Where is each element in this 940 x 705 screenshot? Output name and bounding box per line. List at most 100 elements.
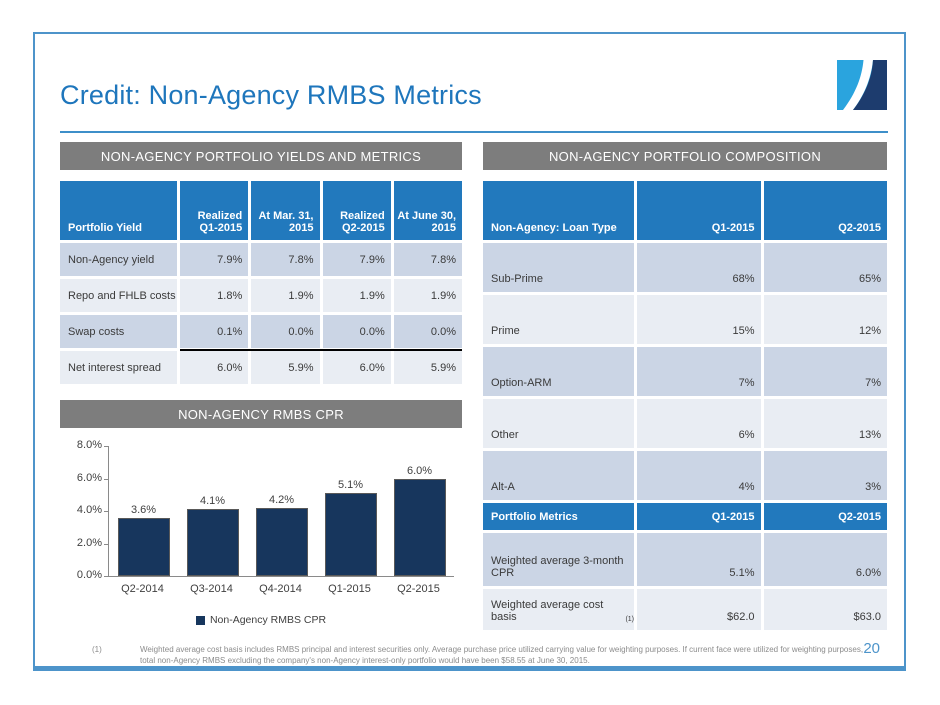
x-axis-label: Q4-2014 [259,583,302,595]
cell-value: 13% [763,399,887,448]
table-row: Swap costs 0.1% 0.0% 0.0% 0.0% [60,315,462,351]
cell-value: 5.9% [251,351,320,384]
composition-table-header-row: Non-Agency: Loan Type Q1-2015 Q2-2015 [483,181,887,240]
cell-value: 6% [637,399,761,448]
x-axis-label: Q1-2015 [328,583,371,595]
y-axis-tick-mark [104,446,108,447]
column-header: At June 30, 2015 [393,181,462,240]
bar-value-label: 6.0% [406,464,433,477]
y-axis-tick-label: 6.0% [76,471,102,484]
bar-group: 4.2% [255,493,308,576]
table-row: Net interest spread 6.0% 5.9% 6.0% 5.9% [60,351,462,384]
y-axis-tick-mark [104,576,108,577]
bar-value-label: 4.1% [199,495,226,508]
cell-value: 3% [763,451,887,500]
cell-value: 65% [763,243,887,292]
row-label: Prime [483,295,634,344]
cell-value: 5.9% [393,351,462,384]
column-header: Q1-2015 [637,503,761,530]
page-number: 20 [863,640,880,657]
composition-table: Non-Agency: Loan Type Q1-2015 Q2-2015 Su… [483,178,887,630]
bar [393,478,446,576]
table-row: Weighted average cost basis (1) $62.0 $63… [483,589,887,630]
footnote-reference: (1) [625,616,634,623]
column-header: At Mar. 31, 2015 [251,181,320,240]
row-label: Non-Agency yield [60,243,177,276]
legend-label: Non-Agency RMBS CPR [209,614,327,626]
table-row: Weighted average 3-month CPR 5.1% 6.0% [483,533,887,586]
legend-swatch-icon [195,615,205,625]
bar-group: 5.1% [324,479,377,576]
footnote: (1) Weighted average cost basis includes… [92,645,872,667]
cpr-plot: 3.6% 4.1% 4.2% 5.1% 6.0% [108,446,454,577]
right-section-header: NON-AGENCY PORTFOLIO COMPOSITION [483,142,887,170]
cell-value: 0.0% [251,315,320,348]
x-axis-label: Q2-2015 [397,583,440,595]
yields-table-header-row: Portfolio Yield Realized Q1-2015 At Mar.… [60,181,462,240]
cell-value: 1.9% [322,279,391,312]
x-axis-label: Q2-2014 [121,583,164,595]
yields-table: Portfolio Yield Realized Q1-2015 At Mar.… [60,178,462,384]
y-axis-tick-label: 0.0% [76,569,102,581]
bar-value-label: 5.1% [337,479,364,492]
bar-group: 6.0% [393,464,446,576]
bar [255,507,308,576]
cell-value: 7.8% [393,243,462,276]
cell-value: 7% [637,347,761,396]
cpr-x-labels: Q2-2014 Q3-2014 Q4-2014 Q1-2015 Q2-2015 [108,583,453,595]
row-label: Sub-Prime [483,243,634,292]
row-label: Weighted average 3-month CPR [483,533,634,586]
column-header: Q2-2015 [763,181,887,240]
row-label: Other [483,399,634,448]
table-row: Other 6% 13% [483,399,887,448]
cell-value: $63.0 [763,589,887,630]
cell-value: 0.1% [180,315,249,348]
bar [324,493,377,576]
footnote-marker: (1) [92,645,102,654]
cpr-chart: 3.6% 4.1% 4.2% 5.1% 6.0% Q2-2014 Q3-2014 Q4-20… [60,432,462,662]
row-label: Weighted average cost basis (1) [483,589,634,630]
slide: Credit: Non-Agency RMBS Metrics NON-AGEN… [33,32,906,671]
cell-value: 4% [637,451,761,500]
y-axis-tick-label: 4.0% [76,504,102,516]
subtotal-underline: 0.1% 0.0% 0.0% 0.0% [180,315,462,351]
cell-value: 12% [763,295,887,344]
column-header: Q1-2015 [637,181,761,240]
table-row: Sub-Prime 68% 65% [483,243,887,292]
title-underline [60,131,888,133]
row-label: Alt-A [483,451,634,500]
bar-group: 4.1% [186,495,239,576]
table-row: Option-ARM 7% 7% [483,347,887,396]
cell-value: 7.9% [180,243,249,276]
y-axis-tick-mark [104,543,108,545]
cell-value: 7.8% [251,243,320,276]
cell-value: 1.9% [251,279,320,312]
bar-group: 3.6% [117,503,170,576]
bar-value-label: 3.6% [130,503,157,516]
y-axis-tick-label: 2.0% [76,536,102,549]
chart-section-header: NON-AGENCY RMBS CPR [60,400,462,428]
cell-value: 5.1% [637,533,761,586]
cell-value: $62.0 [637,589,761,630]
cell-value: 6.0% [322,351,391,384]
company-logo-icon [837,60,887,110]
table-row: Prime 15% 12% [483,295,887,344]
cell-value: 1.9% [393,279,462,312]
column-header: Portfolio Metrics [483,503,634,530]
column-header: Portfolio Yield [60,181,177,240]
cell-value: 7% [763,347,887,396]
row-label: Option-ARM [483,347,634,396]
left-section-header: NON-AGENCY PORTFOLIO YIELDS AND METRICS [60,142,462,170]
bar [117,517,170,576]
row-label: Repo and FHLB costs [60,279,177,312]
table-row: Repo and FHLB costs 1.8% 1.9% 1.9% 1.9% [60,279,462,312]
y-axis-tick-label: 8.0% [76,439,102,451]
cell-value: 68% [637,243,761,292]
bar-value-label: 4.2% [268,493,295,506]
row-label: Swap costs [60,315,177,348]
table-row: Non-Agency yield 7.9% 7.8% 7.9% 7.8% [60,243,462,276]
chart-legend: Non-Agency RMBS CPR [60,614,462,626]
table-row: Alt-A 4% 3% [483,451,887,500]
cell-value: 6.0% [180,351,249,384]
bar [186,509,239,576]
